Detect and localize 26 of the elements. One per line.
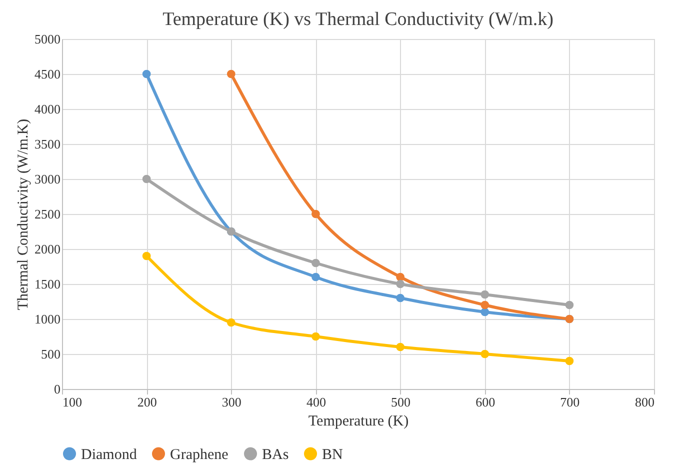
x-tick-label: 100 <box>62 394 82 410</box>
legend-label: BAs <box>262 446 289 463</box>
y-tick-label: 4500 <box>34 66 60 82</box>
x-tick-label: 300 <box>222 394 242 410</box>
y-tick-label: 1500 <box>34 276 60 292</box>
y-tick-label: 2500 <box>34 206 60 222</box>
legend-label: Graphene <box>170 446 229 463</box>
y-tick-label: 500 <box>41 346 60 362</box>
x-tick-label: 200 <box>137 394 157 410</box>
x-tick-label: 800 <box>635 394 654 410</box>
y-tick-label: 5000 <box>34 32 60 46</box>
x-axis-title: Temperature (K) <box>308 414 409 430</box>
chart-title: Temperature (K) vs Thermal Conductivity (W/m.k) <box>162 9 554 30</box>
y-tick-label: 0 <box>54 382 60 396</box>
y-tick-label: 2000 <box>34 242 60 256</box>
y-tick-label: 3000 <box>34 172 60 186</box>
legend-label: Diamond <box>81 446 138 463</box>
x-tick-label: 500 <box>391 394 411 410</box>
x-tick-label: 400 <box>306 394 326 410</box>
y-tick-label: 1000 <box>34 312 60 326</box>
legend-label: BN <box>322 446 344 463</box>
y-tick-label: 4000 <box>34 102 60 116</box>
x-tick-label: 600 <box>476 394 496 410</box>
y-tick-label: 3500 <box>34 136 60 152</box>
y-axis-title: Thermal Conductivity (W/m.K) <box>16 118 32 310</box>
x-tick-label: 700 <box>560 394 580 410</box>
